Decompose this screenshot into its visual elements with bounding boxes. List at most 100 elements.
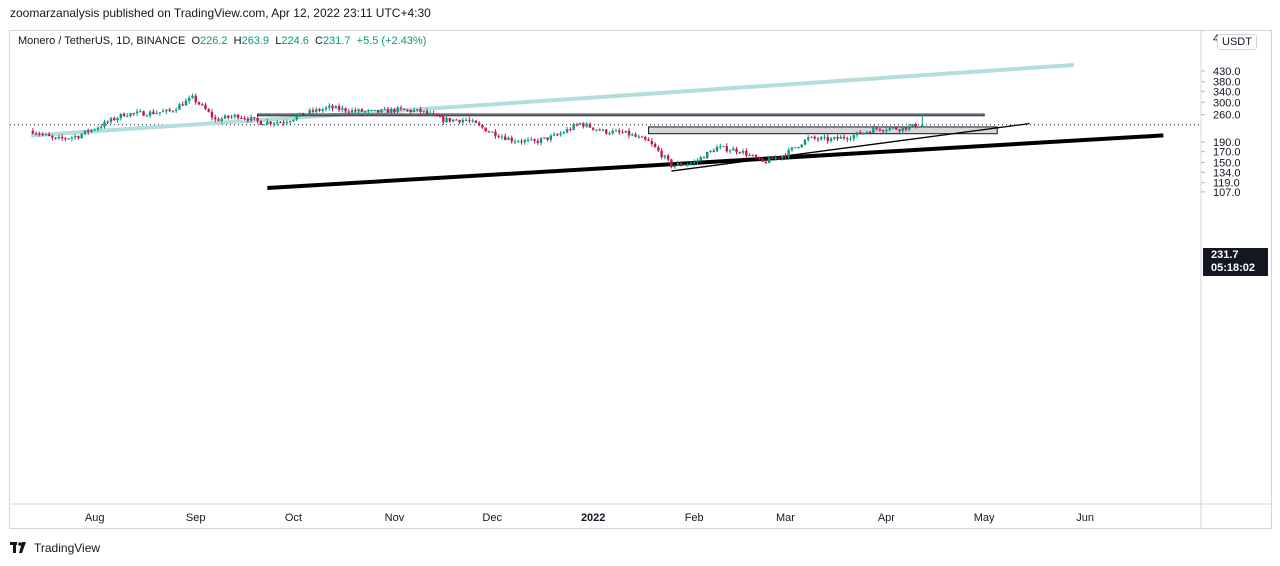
candle-body xyxy=(634,134,637,137)
candle-body xyxy=(647,139,650,142)
candle xyxy=(881,129,885,133)
candle xyxy=(585,121,588,128)
candle xyxy=(373,109,377,111)
candle-body xyxy=(888,128,891,131)
candle-body xyxy=(285,122,289,124)
candle-body xyxy=(435,114,439,117)
candle-body xyxy=(409,109,412,113)
candle-body xyxy=(96,127,100,130)
candle-body xyxy=(419,109,422,112)
candle-body xyxy=(298,112,302,116)
candle xyxy=(38,131,41,137)
candle xyxy=(152,108,155,115)
candle xyxy=(324,105,328,112)
candle-body xyxy=(637,136,641,138)
candle xyxy=(174,107,178,114)
candle xyxy=(70,136,74,142)
currency-unit-button[interactable]: USDT xyxy=(1217,34,1257,50)
candle xyxy=(908,123,911,132)
candle-body xyxy=(207,109,210,112)
candle xyxy=(507,136,510,140)
time-tick-label: May xyxy=(974,512,995,524)
candle xyxy=(666,153,670,162)
candle xyxy=(868,130,872,135)
candle-body xyxy=(106,121,109,123)
chart-drawings[interactable] xyxy=(30,63,1164,190)
candle-body xyxy=(702,157,706,159)
candle xyxy=(77,135,80,140)
candle-body xyxy=(47,134,51,137)
candle xyxy=(393,107,396,115)
legend-high-label: H xyxy=(233,35,242,47)
price-tick-label: 134.0 xyxy=(1213,167,1241,179)
candle-body xyxy=(471,120,474,122)
candle xyxy=(256,115,259,124)
candle xyxy=(526,137,530,143)
candle xyxy=(96,126,100,132)
candle xyxy=(904,126,908,132)
candle xyxy=(425,108,429,116)
candle xyxy=(484,127,487,132)
candle xyxy=(605,128,608,135)
candle-body xyxy=(370,109,373,111)
candle xyxy=(64,137,67,142)
candle-body xyxy=(422,111,425,113)
legend-symbol[interactable]: Monero / TetherUS, 1D, BINANCE xyxy=(18,35,186,47)
candle-body xyxy=(605,129,608,134)
candle-body xyxy=(569,129,572,131)
candle-body xyxy=(412,110,416,113)
candle xyxy=(917,126,921,129)
candle xyxy=(663,154,667,160)
candle-body xyxy=(350,110,354,113)
candle xyxy=(842,134,846,141)
candle-body xyxy=(432,113,435,115)
candle-body xyxy=(644,137,647,140)
candle-body xyxy=(406,109,409,111)
candle-body xyxy=(477,123,481,126)
candle xyxy=(233,113,237,119)
candle-body xyxy=(520,141,523,143)
candle-body xyxy=(113,118,116,121)
tradingview-brand[interactable]: TradingView xyxy=(10,541,100,555)
candle xyxy=(621,129,624,134)
candle-body xyxy=(921,124,924,127)
candle-body xyxy=(389,108,393,113)
candle xyxy=(556,133,559,137)
candle-body xyxy=(578,123,582,125)
candle xyxy=(657,145,660,152)
candle-body xyxy=(236,114,240,118)
brand-label: TradingView xyxy=(34,541,101,555)
candle xyxy=(738,151,742,155)
candle-body xyxy=(44,134,48,136)
candle-body xyxy=(670,159,673,168)
candle xyxy=(396,105,399,114)
candle xyxy=(611,128,614,135)
candle xyxy=(73,133,77,141)
candle-body xyxy=(139,111,142,113)
candle-body xyxy=(745,150,748,156)
candle-body xyxy=(500,136,504,138)
time-tick-label: Apr xyxy=(878,512,895,524)
candle-body xyxy=(302,112,305,116)
candle xyxy=(429,110,432,117)
candle xyxy=(637,134,641,139)
candle-body xyxy=(891,127,895,129)
candle xyxy=(412,107,416,113)
candle-body xyxy=(725,146,728,152)
candle-body xyxy=(86,130,90,133)
candle-body xyxy=(865,132,869,134)
candle-body xyxy=(901,127,904,132)
candle xyxy=(122,112,126,117)
candle xyxy=(627,128,631,139)
price-tick-label: 380.0 xyxy=(1213,77,1241,89)
candle xyxy=(288,120,292,125)
candle xyxy=(269,121,272,127)
candle-body xyxy=(539,138,543,143)
candle-body xyxy=(318,109,321,111)
candle-body xyxy=(429,113,432,115)
legend-open-label: O xyxy=(191,35,200,47)
candle xyxy=(490,131,494,133)
candle-body xyxy=(510,137,513,142)
candle-body xyxy=(129,113,132,117)
